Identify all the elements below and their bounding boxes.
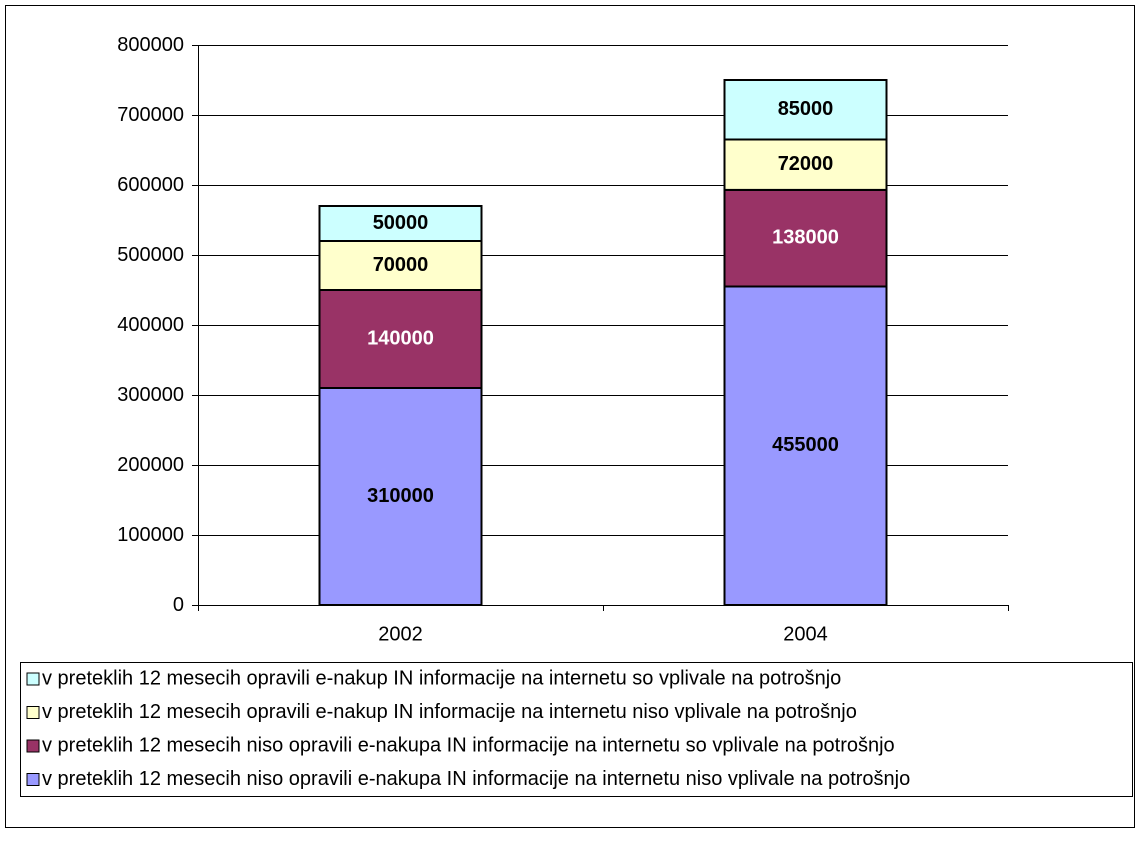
y-tick-label: 800000 xyxy=(117,34,184,56)
y-tick-label: 300000 xyxy=(117,384,184,406)
bar-segment xyxy=(318,240,483,291)
y-tick-label: 0 xyxy=(173,594,184,616)
y-tick-label: 600000 xyxy=(117,174,184,196)
legend-label: v preteklih 12 mesecih opravili e-nakup … xyxy=(42,701,857,723)
legend-swatch xyxy=(26,739,40,753)
bar-segment xyxy=(318,205,483,242)
bar-segment xyxy=(723,79,888,141)
data-label: 140000 xyxy=(367,327,434,349)
data-label: 72000 xyxy=(778,153,834,175)
bar-segment xyxy=(723,138,888,191)
legend-swatch xyxy=(26,773,40,786)
y-tick-label: 200000 xyxy=(117,454,184,476)
legend-label: v preteklih 12 mesecih opravili e-nakup … xyxy=(42,667,841,689)
legend-box xyxy=(20,662,1133,797)
x-tick-label: 2002 xyxy=(378,623,423,645)
bar-segment xyxy=(723,285,888,606)
data-label: 310000 xyxy=(367,485,434,507)
x-tick-label: 2004 xyxy=(783,623,828,645)
legend-swatch xyxy=(26,672,40,686)
y-tick-label: 400000 xyxy=(117,314,184,336)
legend-label: v preteklih 12 mesecih niso opravili e-n… xyxy=(42,734,895,756)
data-label: 85000 xyxy=(778,98,834,120)
y-tick-label: 700000 xyxy=(117,104,184,126)
data-label: 70000 xyxy=(373,254,429,276)
data-label: 138000 xyxy=(772,226,839,248)
y-tick-label: 500000 xyxy=(117,244,184,266)
legend-label: v preteklih 12 mesecih niso opravili e-n… xyxy=(42,768,910,790)
bar-segment xyxy=(318,387,483,606)
data-label: 455000 xyxy=(772,434,839,456)
legend-swatch xyxy=(26,706,40,719)
y-tick-label: 100000 xyxy=(117,524,184,546)
data-label: 50000 xyxy=(373,212,429,234)
